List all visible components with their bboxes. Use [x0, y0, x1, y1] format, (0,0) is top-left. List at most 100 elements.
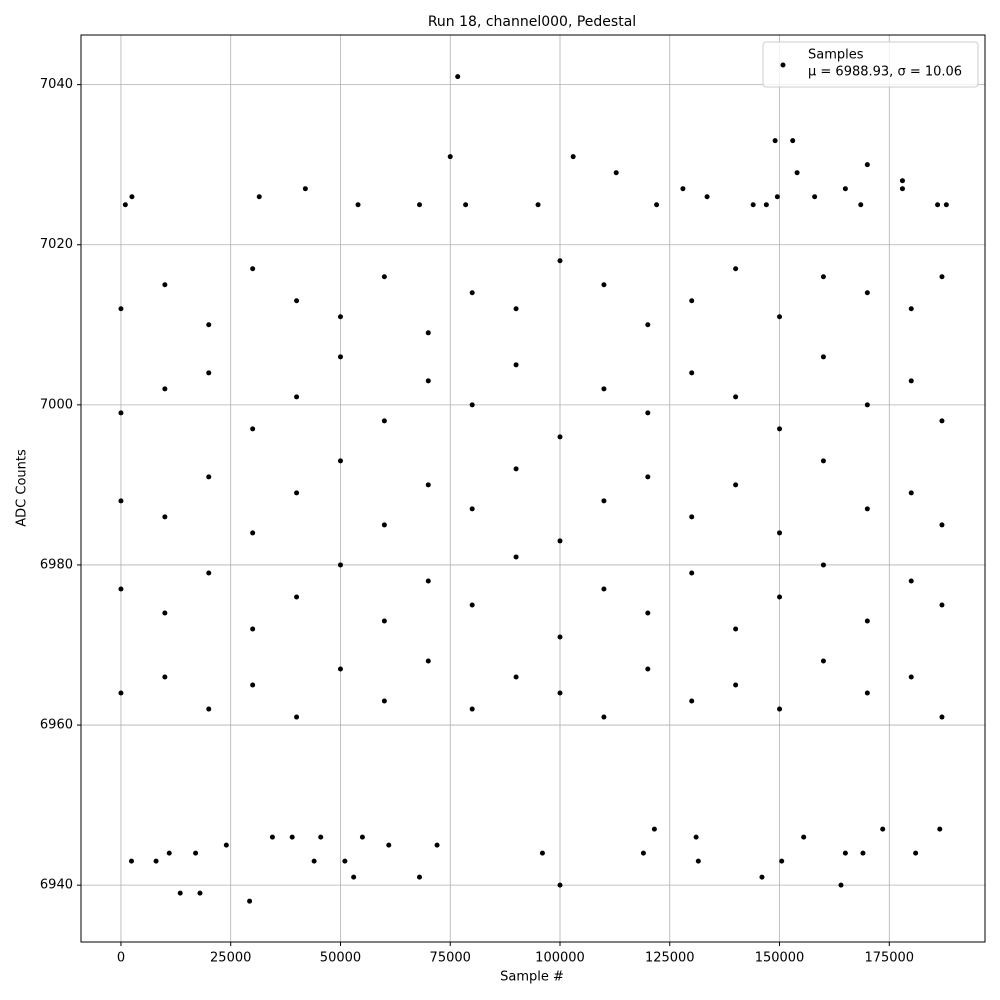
y-axis-label: ADC Counts — [15, 449, 30, 527]
data-point — [864, 690, 870, 696]
x-axis-label: Sample # — [500, 970, 564, 985]
data-point — [337, 562, 343, 568]
data-point — [913, 850, 919, 856]
data-point — [613, 170, 619, 176]
data-point — [772, 138, 778, 144]
data-point — [645, 610, 651, 616]
data-point — [557, 882, 563, 888]
y-tick-label: 6980 — [40, 557, 73, 572]
data-point — [864, 402, 870, 408]
y-tick-label: 6960 — [40, 718, 73, 733]
data-point — [351, 874, 357, 880]
data-point — [311, 858, 317, 864]
data-point — [820, 274, 826, 280]
data-point — [640, 850, 646, 856]
data-point — [820, 658, 826, 664]
data-point — [417, 202, 423, 208]
data-point — [355, 202, 361, 208]
data-point — [908, 306, 914, 312]
x-tick-label: 75000 — [430, 951, 471, 966]
data-point — [247, 898, 253, 904]
data-point — [162, 386, 168, 392]
data-point — [128, 858, 134, 864]
data-point — [425, 658, 431, 664]
data-point — [733, 394, 739, 400]
data-point — [469, 402, 475, 408]
data-point — [177, 890, 183, 896]
data-point — [381, 618, 387, 624]
data-point — [250, 682, 256, 688]
data-point — [779, 858, 785, 864]
plot-area — [81, 35, 985, 942]
data-point — [250, 266, 256, 272]
data-point — [864, 618, 870, 624]
data-point — [838, 882, 844, 888]
data-point — [337, 458, 343, 464]
data-point — [381, 274, 387, 280]
data-point — [118, 498, 124, 504]
y-tick-label: 6940 — [40, 878, 73, 893]
data-point — [864, 162, 870, 168]
legend-note: μ = 6988.93, σ = 10.06 — [808, 65, 962, 80]
y-tick-label: 7020 — [40, 237, 73, 252]
data-point — [206, 370, 212, 376]
data-point — [337, 354, 343, 360]
data-point — [434, 842, 440, 848]
data-point — [118, 306, 124, 312]
y-tick-label: 7000 — [40, 397, 73, 412]
data-point — [645, 666, 651, 672]
data-point — [197, 890, 203, 896]
data-point — [704, 194, 710, 200]
data-point — [790, 138, 796, 144]
data-point — [417, 874, 423, 880]
data-point — [689, 570, 695, 576]
data-point — [777, 426, 783, 432]
data-point — [381, 698, 387, 704]
data-point — [939, 274, 945, 280]
data-point — [880, 826, 886, 832]
data-point — [689, 298, 695, 304]
x-tick-label: 25000 — [210, 951, 251, 966]
data-point — [256, 194, 262, 200]
data-point — [601, 386, 607, 392]
data-point — [250, 426, 256, 432]
data-point — [513, 674, 519, 680]
data-point — [689, 514, 695, 520]
data-point — [601, 714, 607, 720]
data-point — [689, 698, 695, 704]
data-point — [820, 458, 826, 464]
data-point — [539, 850, 545, 856]
x-tick-label: 125000 — [645, 951, 695, 966]
data-point — [645, 410, 651, 416]
chart-title: Run 18, channel000, Pedestal — [428, 14, 636, 30]
data-point — [463, 202, 469, 208]
data-point — [455, 74, 461, 80]
data-point — [695, 858, 701, 864]
data-point — [206, 706, 212, 712]
data-point — [294, 594, 300, 600]
data-point — [337, 666, 343, 672]
data-point — [294, 298, 300, 304]
data-point — [733, 682, 739, 688]
data-point — [645, 322, 651, 328]
data-point — [794, 170, 800, 176]
data-point — [386, 842, 392, 848]
data-point — [680, 186, 686, 192]
data-point — [425, 578, 431, 584]
data-point — [118, 410, 124, 416]
data-point — [759, 874, 765, 880]
data-point — [557, 634, 563, 640]
data-point — [193, 850, 199, 856]
data-point — [899, 178, 905, 184]
legend-box — [762, 41, 979, 88]
data-point — [777, 530, 783, 536]
y-tick-label: 7040 — [40, 77, 73, 92]
data-point — [223, 842, 229, 848]
data-point — [601, 282, 607, 288]
data-point — [162, 610, 168, 616]
data-point — [206, 570, 212, 576]
data-point — [294, 714, 300, 720]
data-point — [651, 826, 657, 832]
data-point — [513, 554, 519, 560]
